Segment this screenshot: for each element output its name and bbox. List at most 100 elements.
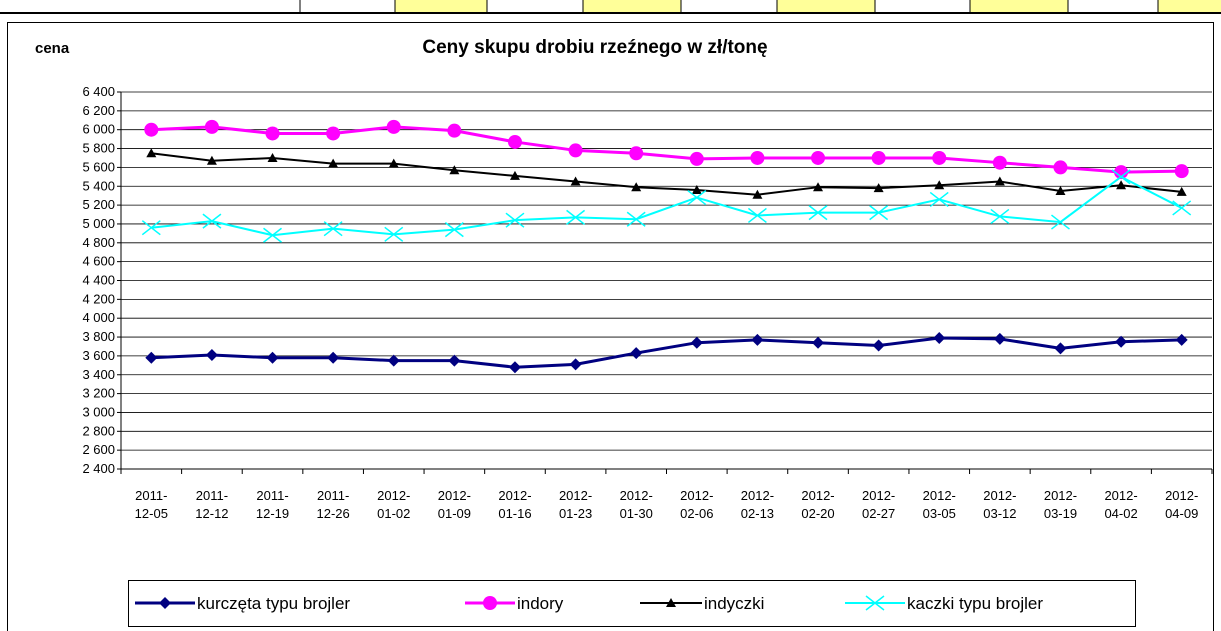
x-tick-label: 2012- 03-05 bbox=[923, 488, 956, 521]
x-tick-label-line: 2012- bbox=[983, 488, 1016, 503]
marker bbox=[206, 155, 217, 165]
marker bbox=[1174, 164, 1189, 179]
y-tick-label: 4 000 bbox=[82, 310, 115, 325]
marker bbox=[328, 158, 339, 168]
marker bbox=[144, 122, 159, 137]
x-tick-label-line: 2011- bbox=[135, 488, 167, 503]
x-tick-label: 2011- 12-12 bbox=[195, 488, 228, 521]
x-tick-label-line: 04-09 bbox=[1165, 506, 1198, 521]
marker bbox=[1055, 185, 1066, 195]
marker bbox=[808, 205, 828, 221]
x-tick-label-line: 2012- bbox=[862, 488, 895, 503]
marker bbox=[570, 176, 581, 186]
marker bbox=[869, 205, 889, 221]
marker bbox=[448, 354, 461, 367]
y-tick-label: 6 200 bbox=[82, 103, 115, 118]
marker bbox=[327, 351, 340, 364]
x-tick-label: 2012- 01-09 bbox=[438, 488, 471, 521]
y-tick-label: 3 200 bbox=[82, 386, 115, 401]
x-tick-label-line: 02-13 bbox=[741, 506, 774, 521]
marker bbox=[386, 119, 401, 134]
x-tick-label-line: 2012- bbox=[438, 488, 471, 503]
marker bbox=[1172, 200, 1192, 216]
y-tick-label: 4 800 bbox=[82, 235, 115, 250]
marker bbox=[666, 598, 676, 607]
series-line bbox=[151, 125, 1182, 174]
marker bbox=[384, 226, 404, 242]
marker bbox=[202, 213, 222, 229]
marker bbox=[444, 222, 464, 238]
marker bbox=[691, 185, 702, 195]
x-tick-label: 2012- 01-02 bbox=[377, 488, 410, 521]
marker bbox=[932, 150, 947, 165]
y-tick-label: 3 000 bbox=[82, 404, 115, 419]
x-tick-label-line: 2012- bbox=[801, 488, 834, 503]
legend-label: indory bbox=[517, 594, 564, 613]
marker bbox=[507, 134, 522, 149]
marker bbox=[812, 336, 825, 349]
marker bbox=[1116, 180, 1127, 190]
x-tick-label-line: 02-27 bbox=[862, 506, 895, 521]
marker bbox=[508, 361, 521, 374]
marker bbox=[388, 158, 399, 168]
marker bbox=[1111, 169, 1131, 185]
x-tick-label: 2012- 03-12 bbox=[983, 488, 1016, 521]
legend-label: kurczęta typu brojler bbox=[197, 594, 350, 613]
x-tick-label: 2012- 02-13 bbox=[741, 488, 774, 521]
x-tick-label-line: 12-26 bbox=[317, 506, 350, 521]
marker bbox=[447, 123, 462, 138]
marker bbox=[265, 126, 280, 141]
series-line bbox=[151, 175, 1183, 237]
marker bbox=[1114, 165, 1129, 180]
x-tick-label-line: 2012- bbox=[680, 488, 713, 503]
y-tick-label: 3 600 bbox=[82, 348, 115, 363]
marker bbox=[145, 351, 158, 364]
legend-box bbox=[128, 580, 1136, 627]
chart-frame bbox=[7, 22, 1214, 631]
x-tick-label: 2012- 04-09 bbox=[1165, 488, 1198, 521]
x-tick-label-line: 12-05 bbox=[135, 506, 168, 521]
y-tick-label: 3 800 bbox=[82, 329, 115, 344]
x-tick-label-line: 2012- bbox=[1104, 488, 1137, 503]
x-tick-label-line: 2011- bbox=[317, 488, 349, 503]
marker bbox=[994, 176, 1005, 186]
y-tick-label: 2 400 bbox=[82, 461, 115, 476]
x-tick-label: 2011- 12-05 bbox=[135, 488, 168, 521]
y-tick-label: 2 800 bbox=[82, 423, 115, 438]
x-tick-label: 2011- 12-19 bbox=[256, 488, 289, 521]
x-tick-label-line: 02-06 bbox=[680, 506, 713, 521]
y-axis-label: cena bbox=[35, 40, 70, 57]
series-line bbox=[151, 152, 1182, 196]
y-tick-label: 5 600 bbox=[82, 159, 115, 174]
x-tick-label: 2012- 02-27 bbox=[862, 488, 895, 521]
marker bbox=[387, 354, 400, 367]
marker bbox=[146, 148, 157, 158]
chart-title: Ceny skupu drobiu rzeźnego w zł/tonę bbox=[422, 37, 767, 58]
x-tick-label-line: 2012- bbox=[741, 488, 774, 503]
marker bbox=[630, 347, 643, 360]
marker bbox=[205, 348, 218, 361]
marker bbox=[1053, 160, 1068, 175]
marker bbox=[690, 336, 703, 349]
marker bbox=[263, 227, 282, 243]
x-tick-label: 2012- 01-16 bbox=[498, 488, 531, 521]
marker bbox=[929, 191, 949, 208]
x-tick-label-line: 2011- bbox=[196, 488, 228, 503]
marker bbox=[811, 150, 826, 165]
marker bbox=[1176, 186, 1187, 196]
marker bbox=[865, 595, 885, 611]
marker bbox=[326, 126, 341, 141]
series bbox=[144, 119, 1189, 180]
x-tick-label-line: 01-02 bbox=[377, 506, 410, 521]
legend-label: indyczki bbox=[704, 594, 764, 613]
x-tick-label-line: 2012- bbox=[923, 488, 956, 503]
x-tick-label: 2012- 04-02 bbox=[1104, 488, 1137, 521]
x-tick-label-line: 04-02 bbox=[1104, 506, 1137, 521]
marker bbox=[933, 331, 946, 344]
x-tick-label: 2012- 03-19 bbox=[1044, 488, 1077, 521]
marker bbox=[505, 212, 525, 228]
marker bbox=[159, 597, 171, 609]
series-line bbox=[151, 336, 1182, 369]
marker bbox=[992, 155, 1007, 170]
